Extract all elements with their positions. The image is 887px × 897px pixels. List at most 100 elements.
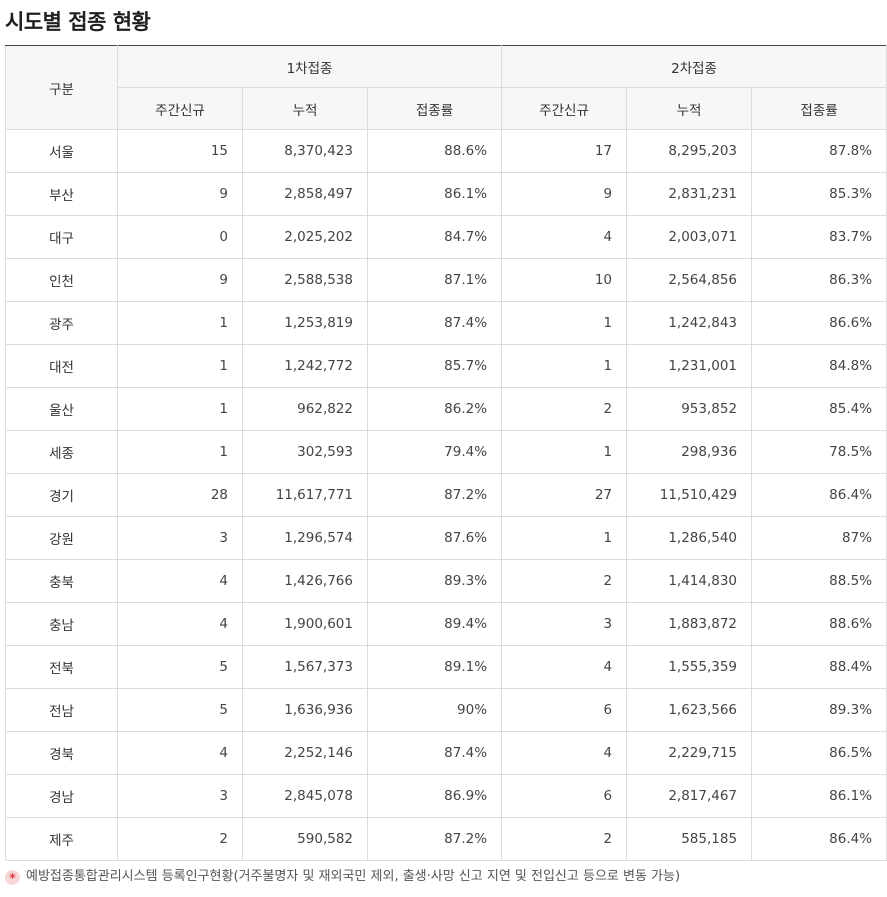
cell-d1-rate: 79.4% [366, 430, 503, 474]
cell-d1-cum: 2,845,078 [242, 774, 368, 818]
cell-d2-weekly: 17 [501, 129, 628, 173]
cell-d2-cum: 1,242,843 [626, 301, 753, 345]
cell-d2-rate: 86.6% [751, 301, 887, 345]
cell-d2-cum: 585,185 [626, 817, 753, 861]
cell-d2-cum: 1,555,359 [626, 645, 753, 689]
vaccination-table-container: 구분 1차접종 2차접종 주간신규 누적 접종률 주간신규 누적 접종률 서울 1… [5, 45, 887, 861]
table-row: 경북 4 2,252,146 87.4% 4 2,229,715 86.5% [5, 731, 887, 775]
cell-d2-rate: 86.1% [751, 774, 887, 818]
asterisk-icon: * [5, 869, 20, 885]
cell-d1-weekly: 15 [117, 129, 243, 173]
cell-d1-rate: 89.1% [366, 645, 503, 689]
vaccination-status-table: 구분 1차접종 2차접종 주간신규 누적 접종률 주간신규 누적 접종률 서울 1… [5, 45, 887, 861]
header-dose2: 2차접종 [501, 45, 887, 88]
cell-d2-rate: 86.4% [751, 473, 887, 517]
table-row: 충남 4 1,900,601 89.4% 3 1,883,872 88.6% [5, 602, 887, 646]
table-row: 강원 3 1,296,574 87.6% 1 1,286,540 87% [5, 516, 887, 560]
table-row: 대전 1 1,242,772 85.7% 1 1,231,001 84.8% [5, 344, 887, 388]
cell-d1-weekly: 2 [117, 817, 243, 861]
cell-d1-rate: 86.2% [366, 387, 503, 431]
cell-d2-cum: 1,414,830 [626, 559, 753, 603]
cell-d2-cum: 8,295,203 [626, 129, 753, 173]
cell-d2-rate: 88.4% [751, 645, 887, 689]
footnote-text: 예방접종통합관리시스템 등록인구현황(거주불명자 및 재외국민 제외, 출생·사… [26, 869, 681, 884]
header-dose1-cumulative: 누적 [242, 87, 368, 130]
cell-d1-weekly: 4 [117, 559, 243, 603]
cell-d2-rate: 84.8% [751, 344, 887, 388]
cell-d2-rate: 86.4% [751, 817, 887, 861]
table-row: 전남 5 1,636,936 90% 6 1,623,566 89.3% [5, 688, 887, 732]
region-cell: 경기 [5, 473, 118, 517]
region-cell: 전북 [5, 645, 118, 689]
cell-d2-rate: 85.4% [751, 387, 887, 431]
cell-d2-cum: 2,564,856 [626, 258, 753, 302]
cell-d1-rate: 87.4% [366, 731, 503, 775]
table-row: 대구 0 2,025,202 84.7% 4 2,003,071 83.7% [5, 215, 887, 259]
cell-d2-rate: 86.5% [751, 731, 887, 775]
cell-d1-rate: 87.2% [366, 473, 503, 517]
cell-d1-rate: 85.7% [366, 344, 503, 388]
cell-d1-cum: 1,253,819 [242, 301, 368, 345]
cell-d1-weekly: 9 [117, 258, 243, 302]
cell-d2-cum: 1,883,872 [626, 602, 753, 646]
cell-d1-weekly: 1 [117, 387, 243, 431]
region-cell: 충북 [5, 559, 118, 603]
cell-d2-weekly: 9 [501, 172, 628, 216]
cell-d1-cum: 590,582 [242, 817, 368, 861]
cell-d1-rate: 87.2% [366, 817, 503, 861]
cell-d1-cum: 1,242,772 [242, 344, 368, 388]
header-dose2-weekly: 주간신규 [501, 87, 628, 130]
cell-d1-rate: 86.9% [366, 774, 503, 818]
cell-d1-cum: 2,858,497 [242, 172, 368, 216]
cell-d1-weekly: 28 [117, 473, 243, 517]
cell-d1-rate: 88.6% [366, 129, 503, 173]
cell-d2-cum: 1,623,566 [626, 688, 753, 732]
cell-d2-weekly: 2 [501, 387, 628, 431]
cell-d2-cum: 298,936 [626, 430, 753, 474]
cell-d2-weekly: 1 [501, 430, 628, 474]
cell-d2-weekly: 4 [501, 645, 628, 689]
cell-d1-weekly: 1 [117, 301, 243, 345]
cell-d1-cum: 2,252,146 [242, 731, 368, 775]
header-dose2-rate: 접종률 [751, 87, 887, 130]
header-row-top: 구분 1차접종 2차접종 [5, 45, 887, 130]
cell-d2-weekly: 6 [501, 774, 628, 818]
region-cell: 부산 [5, 172, 118, 216]
table-row: 세종 1 302,593 79.4% 1 298,936 78.5% [5, 430, 887, 474]
table-body: 서울 15 8,370,423 88.6% 17 8,295,203 87.8% 부산 9 2,8… [5, 129, 887, 861]
table-row: 제주 2 590,582 87.2% 2 585,185 86.4% [5, 817, 887, 861]
header-region: 구분 [5, 45, 118, 130]
cell-d1-cum: 2,588,538 [242, 258, 368, 302]
cell-d1-cum: 1,636,936 [242, 688, 368, 732]
region-cell: 충남 [5, 602, 118, 646]
cell-d2-weekly: 27 [501, 473, 628, 517]
table-row: 서울 15 8,370,423 88.6% 17 8,295,203 87.8% [5, 129, 887, 173]
cell-d2-cum: 2,003,071 [626, 215, 753, 259]
cell-d2-cum: 953,852 [626, 387, 753, 431]
cell-d1-rate: 90% [366, 688, 503, 732]
cell-d1-rate: 89.3% [366, 559, 503, 603]
cell-d1-rate: 87.4% [366, 301, 503, 345]
cell-d2-cum: 2,229,715 [626, 731, 753, 775]
cell-d2-cum: 1,231,001 [626, 344, 753, 388]
cell-d2-weekly: 4 [501, 215, 628, 259]
table-row: 경남 3 2,845,078 86.9% 6 2,817,467 86.1% [5, 774, 887, 818]
cell-d1-weekly: 5 [117, 688, 243, 732]
region-cell: 서울 [5, 129, 118, 173]
region-cell: 인천 [5, 258, 118, 302]
table-row: 울산 1 962,822 86.2% 2 953,852 85.4% [5, 387, 887, 431]
cell-d1-rate: 87.6% [366, 516, 503, 560]
cell-d1-rate: 84.7% [366, 215, 503, 259]
cell-d2-rate: 86.3% [751, 258, 887, 302]
cell-d1-cum: 962,822 [242, 387, 368, 431]
region-cell: 경북 [5, 731, 118, 775]
table-row: 충북 4 1,426,766 89.3% 2 1,414,830 88.5% [5, 559, 887, 603]
table-row: 인천 9 2,588,538 87.1% 10 2,564,856 86.3% [5, 258, 887, 302]
cell-d2-cum: 2,831,231 [626, 172, 753, 216]
table-row: 전북 5 1,567,373 89.1% 4 1,555,359 88.4% [5, 645, 887, 689]
cell-d2-rate: 78.5% [751, 430, 887, 474]
region-cell: 제주 [5, 817, 118, 861]
cell-d2-rate: 87.8% [751, 129, 887, 173]
cell-d1-weekly: 1 [117, 430, 243, 474]
cell-d1-weekly: 3 [117, 516, 243, 560]
